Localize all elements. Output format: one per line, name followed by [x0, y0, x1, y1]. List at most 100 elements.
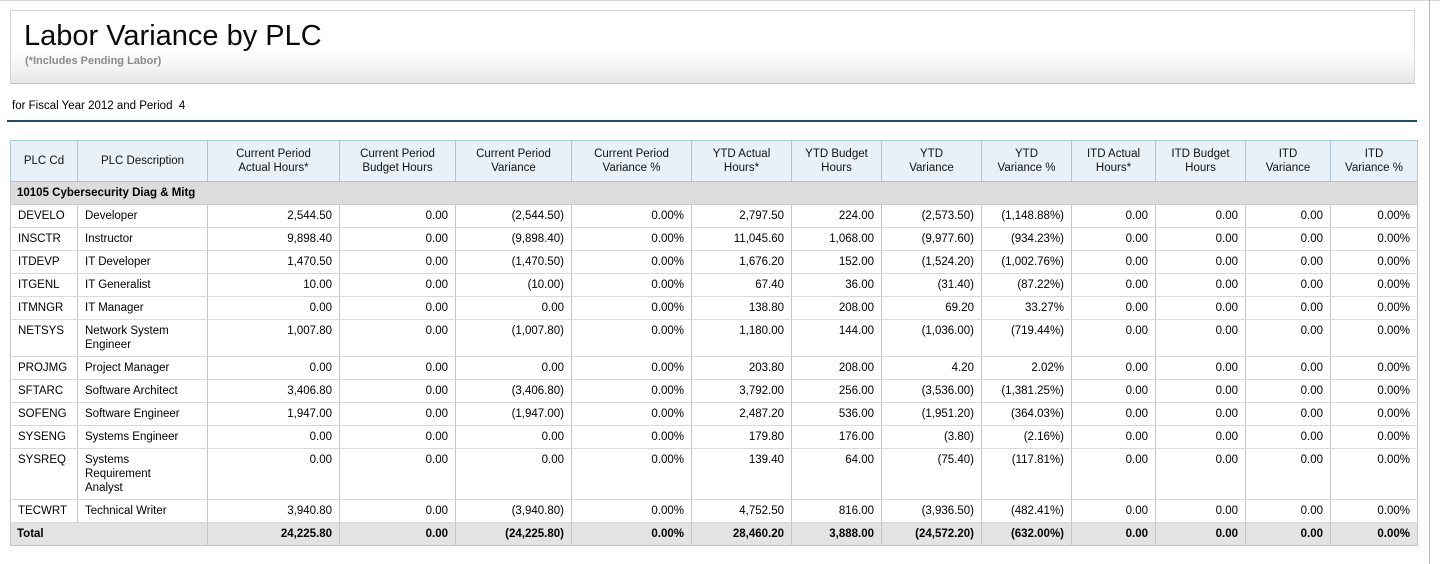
value-cell-8: (934.23%)	[981, 227, 1072, 251]
report-subtitle: (*Includes Pending Labor)	[25, 55, 162, 67]
value-cell-9: 0.00	[1071, 356, 1156, 380]
value-cell-10: 0.00	[1155, 227, 1246, 251]
value-cell-1: 10.00	[207, 273, 340, 297]
column-header-4: Current Period Budget Hours	[339, 140, 456, 182]
value-cell-5: 67.40	[691, 273, 792, 297]
value-cell-6: 816.00	[791, 499, 882, 523]
plc-description-cell: IT Generalist	[77, 273, 208, 297]
value-cell-2: 0.00	[339, 319, 456, 357]
value-cell-8: (719.44%)	[981, 319, 1072, 357]
value-cell-5: 11,045.60	[691, 227, 792, 251]
value-cell-2: 0.00	[339, 402, 456, 426]
value-cell-1: 3,406.80	[207, 379, 340, 403]
value-cell-6: 176.00	[791, 425, 882, 449]
value-cell-11: 0.00	[1245, 499, 1331, 523]
value-cell-9: 0.00	[1071, 448, 1156, 500]
value-cell-7: 69.20	[881, 296, 982, 320]
column-header-13: ITD Variance	[1245, 140, 1331, 182]
value-cell-9: 0.00	[1071, 296, 1156, 320]
plc-description-cell: Software Engineer	[77, 402, 208, 426]
table-row: SOFENG Software Engineer 1,947.00 0.00 (1,94…	[10, 402, 1418, 426]
value-cell-11: 0.00	[1245, 273, 1331, 297]
column-header-14: ITD Variance %	[1330, 140, 1418, 182]
value-cell-1: 1,947.00	[207, 402, 340, 426]
plc-code-cell: SYSENG	[10, 425, 78, 449]
value-cell-12: 0.00%	[1330, 402, 1418, 426]
value-cell-2: 0.00	[339, 227, 456, 251]
plc-description-cell: Instructor	[77, 227, 208, 251]
plc-description-cell: Systems Requirement Analyst	[77, 448, 208, 500]
total-value-cell-6: 3,888.00	[791, 522, 882, 546]
value-cell-4: 0.00%	[571, 296, 692, 320]
plc-description-cell: Technical Writer	[77, 499, 208, 523]
plc-code-cell: SYSREQ	[10, 448, 78, 500]
value-cell-4: 0.00%	[571, 425, 692, 449]
value-cell-6: 224.00	[791, 204, 882, 228]
value-cell-1: 1,470.50	[207, 250, 340, 274]
value-cell-5: 2,487.20	[691, 402, 792, 426]
plc-code-cell: SFTARC	[10, 379, 78, 403]
value-cell-9: 0.00	[1071, 250, 1156, 274]
value-cell-5: 2,797.50	[691, 204, 792, 228]
value-cell-3: 0.00	[455, 425, 572, 449]
value-cell-3: (2,544.50)	[455, 204, 572, 228]
group-header-label: 10105 Cybersecurity Diag & Mitg	[10, 181, 1418, 205]
column-header-2: PLC Description	[77, 140, 208, 182]
value-cell-12: 0.00%	[1330, 319, 1418, 357]
value-cell-11: 0.00	[1245, 425, 1331, 449]
value-cell-12: 0.00%	[1330, 499, 1418, 523]
column-header-12: ITD Budget Hours	[1155, 140, 1246, 182]
value-cell-8: 2.02%	[981, 356, 1072, 380]
plc-description-cell: IT Manager	[77, 296, 208, 320]
value-cell-9: 0.00	[1071, 204, 1156, 228]
value-cell-7: (3,936.50)	[881, 499, 982, 523]
plc-code-cell: SOFENG	[10, 402, 78, 426]
value-cell-2: 0.00	[339, 273, 456, 297]
value-cell-10: 0.00	[1155, 379, 1246, 403]
total-row: Total 24,225.80 0.00 (24,225.80) 0.00% 28,460…	[10, 522, 1418, 546]
value-cell-7: (31.40)	[881, 273, 982, 297]
value-cell-4: 0.00%	[571, 250, 692, 274]
value-cell-1: 2,544.50	[207, 204, 340, 228]
value-cell-8: 33.27%	[981, 296, 1072, 320]
value-cell-5: 203.80	[691, 356, 792, 380]
plc-code-cell: ITGENL	[10, 273, 78, 297]
value-cell-2: 0.00	[339, 204, 456, 228]
value-cell-3: (9,898.40)	[455, 227, 572, 251]
plc-description-cell: Systems Engineer	[77, 425, 208, 449]
value-cell-12: 0.00%	[1330, 448, 1418, 500]
value-cell-10: 0.00	[1155, 425, 1246, 449]
value-cell-11: 0.00	[1245, 227, 1331, 251]
total-value-cell-1: 24,225.80	[207, 522, 340, 546]
value-cell-8: (2.16%)	[981, 425, 1072, 449]
value-cell-12: 0.00%	[1330, 425, 1418, 449]
total-value-cell-10: 0.00	[1155, 522, 1246, 546]
table-header-row: PLC Cd PLC Description Current Period Actu…	[10, 140, 1418, 182]
value-cell-10: 0.00	[1155, 499, 1246, 523]
value-cell-6: 256.00	[791, 379, 882, 403]
value-cell-6: 152.00	[791, 250, 882, 274]
value-cell-2: 0.00	[339, 356, 456, 380]
labor-variance-table: PLC Cd PLC Description Current Period Actu…	[10, 140, 1418, 546]
value-cell-7: (1,036.00)	[881, 319, 982, 357]
report-title-band: Labor Variance by PLC (*Includes Pending…	[10, 10, 1415, 84]
value-cell-12: 0.00%	[1330, 273, 1418, 297]
value-cell-3: (1,470.50)	[455, 250, 572, 274]
plc-description-cell: Software Architect	[77, 379, 208, 403]
table-row: SFTARC Software Architect 3,406.80 0.00 (3,4…	[10, 379, 1418, 403]
value-cell-1: 0.00	[207, 425, 340, 449]
value-cell-6: 208.00	[791, 356, 882, 380]
value-cell-2: 0.00	[339, 448, 456, 500]
value-cell-3: (3,406.80)	[455, 379, 572, 403]
divider-rule	[7, 120, 1417, 122]
total-value-cell-5: 28,460.20	[691, 522, 792, 546]
column-header-11: ITD Actual Hours*	[1071, 140, 1156, 182]
column-header-6: Current Period Variance %	[571, 140, 692, 182]
value-cell-2: 0.00	[339, 250, 456, 274]
value-cell-11: 0.00	[1245, 296, 1331, 320]
value-cell-7: (3.80)	[881, 425, 982, 449]
plc-code-cell: NETSYS	[10, 319, 78, 357]
value-cell-7: 4.20	[881, 356, 982, 380]
value-cell-2: 0.00	[339, 379, 456, 403]
total-value-cell-12: 0.00%	[1330, 522, 1418, 546]
